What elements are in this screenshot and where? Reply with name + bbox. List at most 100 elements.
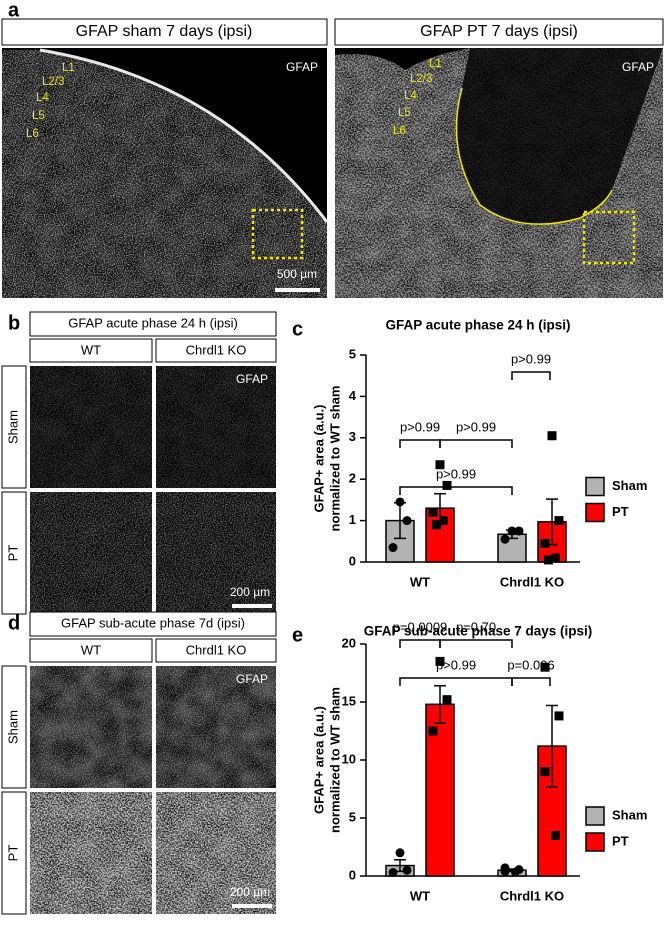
p-value: p>0.99	[436, 466, 476, 481]
layer-label: L1	[62, 62, 75, 74]
data-point	[540, 538, 550, 548]
p-value: p>0.99	[456, 419, 496, 434]
image-texture	[30, 666, 152, 788]
label-box	[155, 638, 277, 663]
panel-title: GFAP acute phase 24 h (ipsi)	[68, 315, 238, 330]
label-box	[155, 338, 277, 363]
y-axis-label: GFAP+ area (a.u.)	[311, 706, 326, 814]
label-box	[29, 638, 153, 663]
layer-label: L2/3	[42, 76, 64, 88]
y-tick-label: 1	[349, 512, 356, 527]
image-texture	[156, 792, 276, 914]
data-point	[511, 867, 520, 877]
y-tick-label: 2	[349, 471, 356, 486]
layer-label: L1	[429, 58, 442, 70]
data-point	[500, 534, 510, 544]
image-title: GFAP PT 7 days (ipsi)	[420, 23, 578, 40]
p-value: p=0.006	[507, 657, 554, 672]
y-tick-label: 4	[349, 388, 357, 403]
micrograph	[156, 492, 276, 614]
label-box	[29, 611, 277, 637]
micrograph	[156, 666, 276, 788]
bar	[425, 703, 455, 877]
image-texture	[30, 492, 152, 614]
label-box	[1, 18, 328, 46]
p-value: p=0.70	[456, 619, 496, 634]
scale-label: 200 µm	[230, 585, 270, 599]
image-texture	[30, 792, 152, 914]
data-point	[551, 553, 560, 563]
y-axis-label: normalized to WT sham	[327, 687, 342, 833]
significance-bracket	[511, 677, 551, 686]
image-sham-7d	[2, 48, 327, 298]
layer-label: L6	[393, 125, 406, 137]
panel-label: d	[8, 612, 20, 634]
x-tick-label: Chrdl1 KO	[500, 888, 564, 903]
data-point	[554, 711, 564, 721]
layer-label: L4	[404, 90, 417, 102]
micrograph	[156, 792, 276, 914]
error-bar	[546, 704, 558, 788]
marker-label: GFAP	[286, 60, 318, 74]
panel-title: GFAP sub-acute phase 7d (ipsi)	[61, 615, 245, 630]
micrograph	[30, 792, 152, 914]
data-point	[544, 555, 553, 565]
x-tick-label: WT	[410, 888, 430, 903]
data-point	[435, 656, 445, 666]
y-axis-label: normalized to WT sham	[327, 386, 342, 532]
significance-bracket	[511, 371, 551, 380]
data-point	[554, 516, 564, 526]
significance-bracket	[439, 439, 513, 448]
legend-label: PT	[612, 504, 629, 519]
data-point	[442, 695, 452, 705]
label-box	[29, 338, 153, 363]
significance-bracket	[439, 639, 513, 648]
p-value: p>0.99	[511, 351, 551, 366]
data-point	[388, 868, 398, 878]
significance-bracket	[399, 486, 513, 495]
y-tick-label: 10	[342, 751, 356, 766]
y-tick-label: 5	[349, 346, 356, 361]
data-point	[500, 866, 510, 876]
data-point	[402, 516, 412, 526]
column-label: WT	[81, 642, 101, 657]
label-box	[1, 491, 27, 615]
legend-label: Sham	[612, 807, 647, 822]
data-point	[547, 431, 557, 441]
layer-label: L2/3	[410, 73, 432, 85]
data-point	[388, 543, 398, 553]
column-label: WT	[81, 342, 101, 357]
data-point	[439, 516, 448, 526]
image-texture	[156, 492, 276, 614]
micrograph	[30, 366, 152, 488]
data-point	[428, 726, 438, 736]
data-point	[402, 865, 412, 875]
image-texture	[156, 366, 276, 488]
y-tick-label: 0	[349, 867, 356, 882]
chart-title: GFAP sub-acute phase 7 days (ipsi)	[364, 624, 593, 639]
data-point	[551, 830, 560, 840]
row-label: Sham	[5, 410, 20, 444]
marker-label: GFAP	[622, 60, 654, 74]
marker-label: GFAP	[236, 372, 268, 386]
image-pt-7d	[335, 48, 663, 298]
legend-swatch	[585, 832, 605, 852]
micrograph	[156, 366, 276, 488]
significance-bracket	[399, 639, 441, 648]
micrograph	[30, 492, 152, 614]
y-axis-label: GFAP+ area (a.u.)	[311, 404, 326, 512]
label-box	[29, 311, 277, 337]
layer-label: L4	[36, 92, 49, 104]
layer-label: L5	[32, 110, 45, 122]
label-box	[1, 791, 27, 915]
layer-label: L6	[26, 128, 39, 140]
label-box	[334, 18, 664, 46]
column-label: Chrdl1 KO	[186, 342, 247, 357]
label-box	[1, 665, 27, 789]
legend-label: PT	[612, 833, 629, 848]
panel-label: e	[292, 624, 303, 646]
panel-label: a	[8, 0, 20, 21]
row-label: Sham	[5, 710, 20, 744]
column-label: Chrdl1 KO	[186, 642, 247, 657]
data-point	[435, 460, 445, 470]
